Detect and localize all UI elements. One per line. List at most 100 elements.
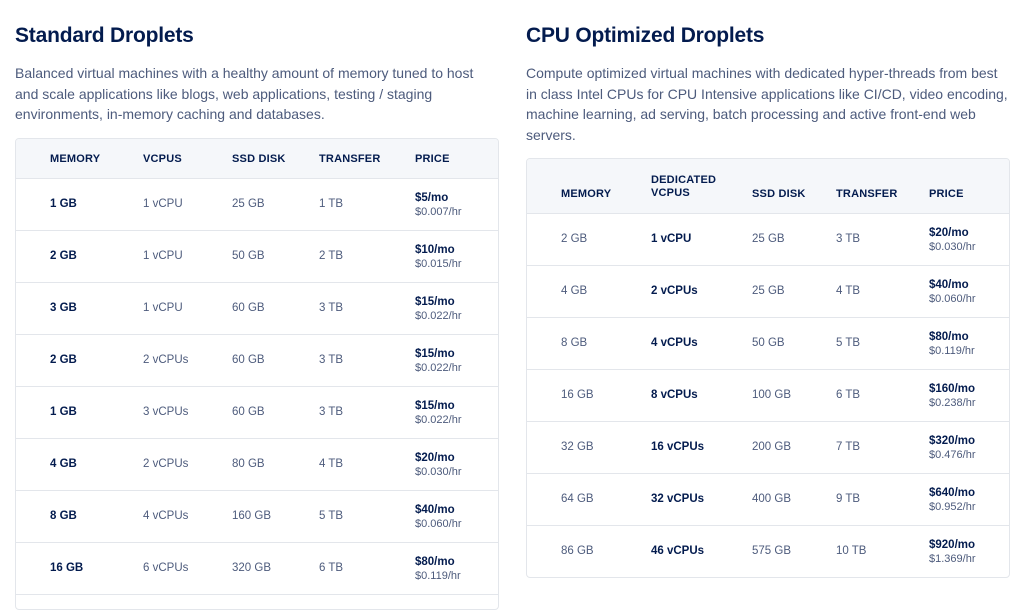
header-dedicated-line: DEDICATED [651, 174, 717, 186]
standard-droplets-title: Standard Droplets [15, 24, 194, 47]
header-vcpus: VCPUS [143, 153, 182, 165]
cell-transfer: 6 TB [836, 389, 861, 401]
cell-transfer: 5 TB [836, 337, 861, 349]
standard-table-header: MEMORY VCPUS SSD DISK TRANSFER PRICE [16, 139, 498, 179]
cell-price: $40/mo $0.060/hr [929, 278, 975, 306]
cell-transfer: 3 TB [319, 354, 344, 366]
header-ssd-disk: SSD DISK [232, 153, 286, 165]
price-monthly: $40/mo [929, 279, 969, 291]
cell-vcpus: 6 vCPUs [143, 562, 189, 574]
cell-memory: 2 GB [561, 233, 588, 245]
cell-memory: 86 GB [561, 545, 594, 557]
cell-disk: 50 GB [752, 337, 785, 349]
standard-table-body: 1 GB 1 vCPU 25 GB 1 TB $5/mo $0.007/hr 2 GB 1 v… [16, 179, 498, 595]
price-hourly: $0.238/hr [929, 397, 976, 409]
price-hourly: $0.007/hr [415, 206, 462, 218]
table-row: 32 GB 16 vCPUs 200 GB 7 TB $320/mo $0.476/hr [527, 422, 1009, 474]
price-hourly: $0.022/hr [415, 310, 462, 322]
price-monthly: $10/mo [415, 244, 455, 256]
price-monthly: $15/mo [415, 348, 455, 360]
cell-disk: 60 GB [232, 302, 265, 314]
cell-transfer: 7 TB [836, 441, 861, 453]
cell-vcpus: 8 vCPUs [651, 389, 698, 401]
price-monthly: $40/mo [415, 504, 455, 516]
cell-memory: 1 GB [50, 406, 77, 418]
cpu-optimized-pricing-table: MEMORY DEDICATED VCPUS SSD DISK TRANSFER… [526, 158, 1010, 578]
cell-price: $20/mo $0.030/hr [415, 451, 461, 479]
header-ssd-disk: SSD DISK [752, 188, 806, 200]
cell-disk: 200 GB [752, 441, 791, 453]
price-hourly: $0.030/hr [415, 466, 462, 478]
price-hourly: $0.119/hr [929, 345, 975, 357]
cell-price: $80/mo $0.119/hr [415, 555, 461, 583]
cell-memory: 8 GB [50, 510, 77, 522]
cell-vcpus: 4 vCPUs [143, 510, 189, 522]
cell-price: $5/mo $0.007/hr [415, 191, 461, 219]
cell-vcpus: 4 vCPUs [651, 337, 698, 349]
price-monthly: $5/mo [415, 192, 449, 204]
cell-memory: 1 GB [50, 198, 77, 210]
price-monthly: $15/mo [415, 296, 455, 308]
cell-transfer: 4 TB [836, 285, 861, 297]
table-row: 1 GB 3 vCPUs 60 GB 3 TB $15/mo $0.022/hr [16, 387, 498, 439]
cell-memory: 64 GB [561, 493, 594, 505]
cell-price: $640/mo $0.952/hr [929, 486, 975, 514]
price-hourly: $0.060/hr [415, 518, 462, 530]
cell-memory: 4 GB [50, 458, 77, 470]
table-row: 8 GB 4 vCPUs 50 GB 5 TB $80/mo $0.119/hr [527, 318, 1009, 370]
cell-disk: 80 GB [232, 458, 265, 470]
cell-memory: 3 GB [50, 302, 77, 314]
cell-transfer: 10 TB [836, 545, 867, 557]
cpu-table-header: MEMORY DEDICATED VCPUS SSD DISK TRANSFER… [527, 159, 1009, 214]
table-row: 64 GB 32 vCPUs 400 GB 9 TB $640/mo $0.952/hr [527, 474, 1009, 526]
standard-droplets-description: Balanced virtual machines with a healthy… [15, 65, 474, 122]
cell-memory: 32 GB [561, 441, 594, 453]
table-row: 2 GB 2 vCPUs 60 GB 3 TB $15/mo $0.022/hr [16, 335, 498, 387]
cell-price: $160/mo $0.238/hr [929, 382, 975, 410]
table-row: 16 GB 6 vCPUs 320 GB 6 TB $80/mo $0.119/hr [16, 543, 498, 595]
cpu-table-body: 2 GB 1 vCPU 25 GB 3 TB $20/mo $0.030/hr 4 GB 2 … [527, 214, 1009, 577]
cell-vcpus: 16 vCPUs [651, 441, 705, 453]
cell-vcpus: 2 vCPUs [651, 285, 698, 297]
cell-price: $15/mo $0.022/hr [415, 295, 461, 323]
cell-transfer: 2 TB [319, 250, 344, 262]
price-hourly: $0.022/hr [415, 414, 462, 426]
price-hourly: $0.060/hr [929, 293, 976, 305]
cell-price: $80/mo $0.119/hr [929, 330, 975, 358]
price-monthly: $640/mo [929, 487, 976, 499]
cell-price: $920/mo $1.369/hr [929, 538, 975, 566]
header-memory: MEMORY [50, 153, 101, 165]
price-monthly: $80/mo [415, 556, 455, 568]
cell-disk: 100 GB [752, 389, 791, 401]
table-row: 16 GB 8 vCPUs 100 GB 6 TB $160/mo $0.238/hr [527, 370, 1009, 422]
cell-memory: 2 GB [50, 354, 77, 366]
header-price: PRICE [415, 153, 450, 165]
cell-vcpus: 2 vCPUs [143, 458, 189, 470]
price-hourly: $0.476/hr [929, 449, 976, 461]
header-transfer: TRANSFER [836, 188, 898, 200]
price-monthly: $320/mo [929, 435, 976, 447]
cell-price: $15/mo $0.022/hr [415, 399, 461, 427]
cell-disk: 320 GB [232, 562, 271, 574]
table-row: 4 GB 2 vCPUs 80 GB 4 TB $20/mo $0.030/hr [16, 439, 498, 491]
price-hourly: $1.369/hr [929, 553, 976, 565]
cell-vcpus: 1 vCPU [143, 302, 183, 314]
table-row: 86 GB 46 vCPUs 575 GB 10 TB $920/mo $1.369/hr [527, 526, 1009, 577]
cell-disk: 575 GB [752, 545, 791, 557]
header-memory: MEMORY [561, 188, 612, 200]
price-monthly: $920/mo [929, 539, 976, 551]
cell-transfer: 5 TB [319, 510, 344, 522]
price-hourly: $0.022/hr [415, 362, 462, 374]
cell-price: $10/mo $0.015/hr [415, 243, 461, 271]
cell-price: $40/mo $0.060/hr [415, 503, 461, 531]
cell-memory: 2 GB [50, 250, 77, 262]
cell-vcpus: 1 vCPU [143, 198, 183, 210]
header-vcpus-line: VCPUS [651, 187, 690, 199]
cell-memory: 16 GB [50, 562, 84, 574]
cell-vcpus: 1 vCPU [143, 250, 183, 262]
price-monthly: $15/mo [415, 400, 455, 412]
cell-transfer: 6 TB [319, 562, 344, 574]
header-dedicated-vcpus: DEDICATED VCPUS [651, 174, 716, 200]
price-hourly: $0.015/hr [415, 258, 462, 270]
table-row: 4 GB 2 vCPUs 25 GB 4 TB $40/mo $0.060/hr [527, 266, 1009, 318]
